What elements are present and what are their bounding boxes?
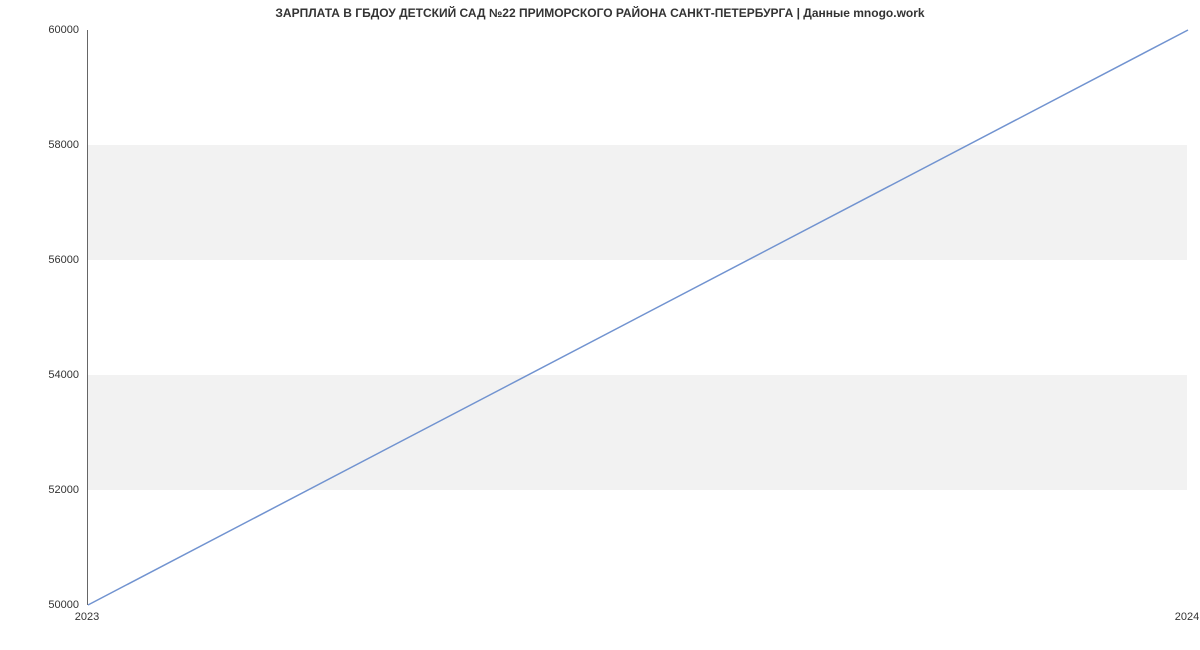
y-tick-label: 58000	[0, 139, 79, 151]
y-tick-label: 54000	[0, 369, 79, 381]
x-tick-label: 2024	[1157, 611, 1200, 623]
data-line-svg	[88, 30, 1188, 605]
salary-line-chart: ЗАРПЛАТА В ГБДОУ ДЕТСКИЙ САД №22 ПРИМОРС…	[0, 0, 1200, 650]
y-tick-label: 50000	[0, 599, 79, 611]
y-tick-label: 60000	[0, 24, 79, 36]
chart-title: ЗАРПЛАТА В ГБДОУ ДЕТСКИЙ САД №22 ПРИМОРС…	[0, 6, 1200, 20]
y-tick-label: 56000	[0, 254, 79, 266]
plot-area	[87, 30, 1187, 605]
y-tick-label: 52000	[0, 484, 79, 496]
x-tick-label: 2023	[57, 611, 117, 623]
series-line	[88, 30, 1188, 605]
